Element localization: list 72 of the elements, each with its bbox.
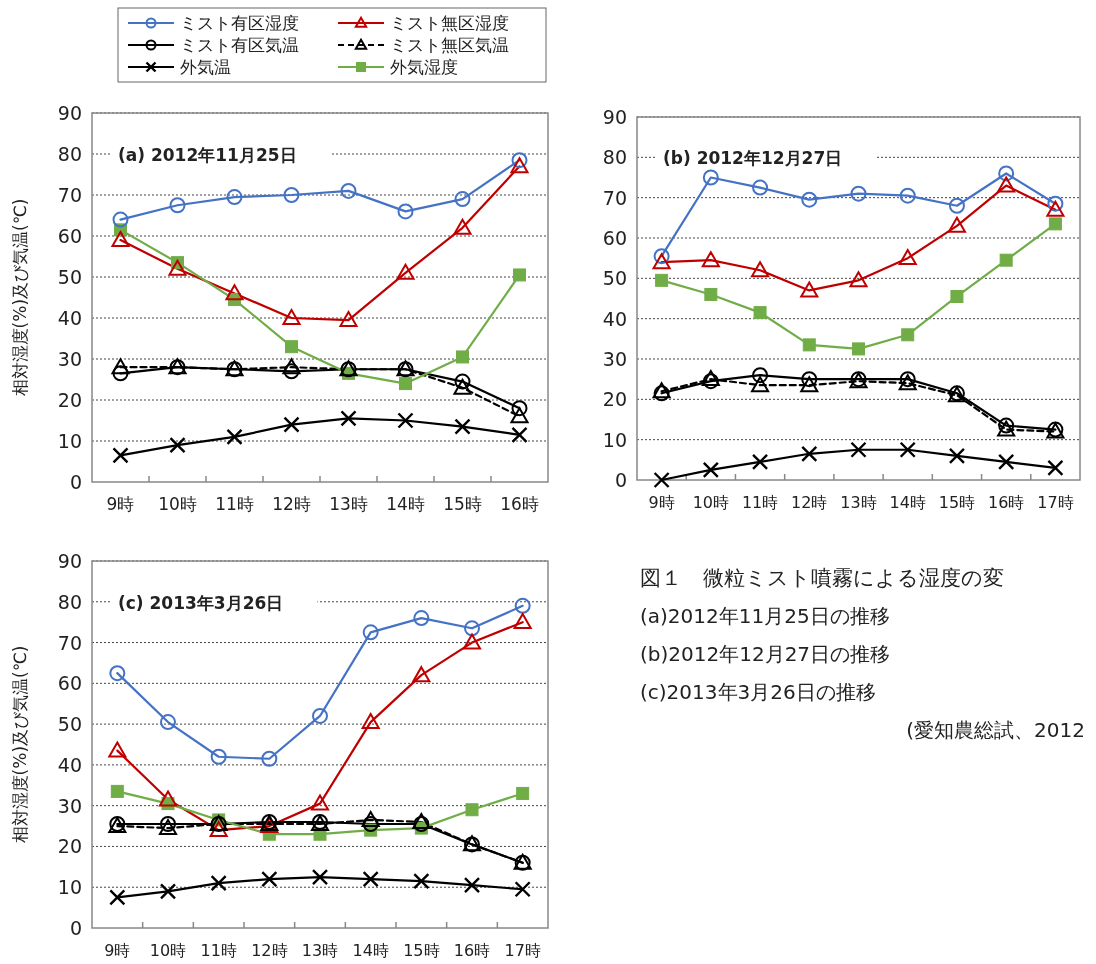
x-tick-label: 16時: [987, 493, 1025, 512]
y-tick-label: 50: [57, 713, 82, 736]
y-tick-label: 30: [57, 794, 82, 817]
y-tick-label: 90: [602, 106, 627, 128]
x-tick-label: 9時: [648, 493, 675, 512]
y-tick-label: 80: [57, 590, 82, 613]
y-tick-label: 0: [69, 471, 82, 493]
y-tick-label: 80: [57, 143, 82, 165]
legend-label: ミスト無区湿度: [390, 13, 509, 33]
y-tick-label: 10: [602, 428, 627, 451]
x-tick-label: 12時: [791, 493, 828, 512]
x-tick-label: 11時: [741, 493, 779, 512]
x-tick-label: 10時: [158, 494, 197, 514]
x-tick-label: 15時: [938, 493, 976, 512]
y-tick-label: 70: [57, 184, 82, 206]
y-tick-label: 70: [57, 631, 82, 654]
y-tick-label: 60: [57, 672, 82, 695]
y-tick-label: 30: [602, 348, 627, 370]
x-tick-label: 9時: [104, 941, 131, 960]
x-tick-label: 16時: [453, 941, 491, 960]
y-tick-label: 80: [602, 146, 627, 169]
y-tick-label: 90: [57, 102, 82, 124]
text: (a)2012年11月25日の推移: [640, 604, 890, 628]
y-tick-label: 50: [57, 266, 82, 288]
y-tick-label: 20: [57, 389, 82, 411]
x-tick-label: 12時: [251, 941, 288, 960]
x-tick-label: 11時: [215, 494, 254, 514]
legend-label: ミスト有区気温: [180, 35, 299, 55]
y-tick-label: 50: [602, 267, 627, 290]
text: (a) 2012年11月25日: [118, 145, 297, 165]
x-tick-label: 9時: [106, 494, 135, 514]
text: (愛知農総試、2012: [906, 718, 1085, 742]
y-tick-label: 60: [602, 227, 627, 249]
y-tick-label: 20: [602, 388, 627, 411]
x-tick-label: 10時: [692, 493, 730, 512]
x-tick-label: 14時: [352, 941, 389, 960]
y-tick-label: 10: [57, 430, 82, 452]
x-tick-label: 15時: [443, 494, 482, 514]
y-tick-label: 70: [602, 186, 627, 209]
legend-label: ミスト無区気温: [390, 35, 509, 55]
y-tick-label: 60: [57, 225, 82, 247]
x-tick-label: 13時: [301, 941, 339, 960]
legend-label: ミスト有区湿度: [180, 13, 299, 33]
x-tick-label: 11時: [200, 941, 237, 960]
x-tick-label: 17時: [1037, 493, 1074, 512]
x-tick-label: 10時: [149, 941, 187, 960]
y-tick-label: 20: [57, 835, 82, 858]
text: (c)2013年3月26日の推移: [640, 680, 876, 704]
x-tick-label: 15時: [403, 941, 440, 960]
x-tick-label: 16時: [500, 494, 539, 514]
x-tick-label: 17時: [504, 941, 541, 960]
text: (c) 2013年3月26日: [118, 592, 284, 613]
y-tick-label: 0: [69, 917, 82, 939]
x-tick-label: 14時: [386, 494, 425, 514]
text: (b)2012年12月27日の推移: [640, 642, 891, 666]
x-tick-label: 14時: [889, 493, 926, 512]
y-tick-label: 40: [57, 307, 82, 329]
legend-label: 外気湿度: [390, 57, 458, 77]
y-tick-label: 40: [57, 753, 82, 776]
x-tick-label: 13時: [329, 494, 368, 514]
y-tick-label: 10: [57, 876, 82, 899]
text: (b) 2012年12月27日: [663, 148, 843, 169]
y-axis-title: 相対湿度(%)及び気温(℃): [10, 645, 30, 844]
y-tick-label: 40: [602, 307, 627, 330]
x-tick-label: 12時: [272, 494, 311, 514]
y-tick-label: 30: [57, 348, 82, 370]
legend-label: 外気温: [180, 57, 231, 77]
text: 図１ 微粒ミスト噴霧による湿度の変: [640, 566, 1004, 590]
y-tick-label: 90: [57, 550, 82, 572]
y-tick-label: 0: [614, 469, 627, 491]
y-axis-title: 相対湿度(%)及び気温(℃): [10, 198, 30, 397]
x-tick-label: 13時: [840, 493, 877, 512]
